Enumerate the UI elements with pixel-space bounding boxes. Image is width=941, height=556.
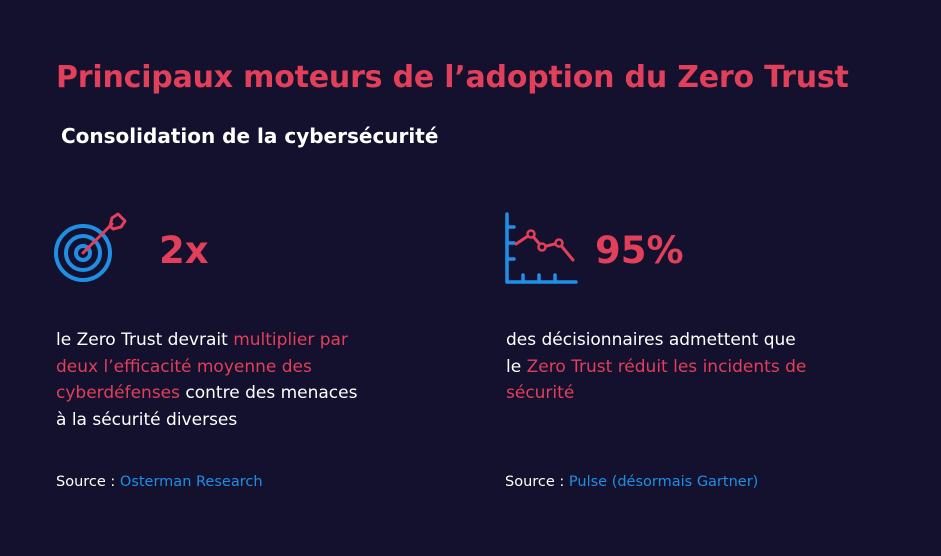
page-subtitle: Consolidation de la cybersécurité <box>61 124 439 148</box>
stat-value-95-percent: 95% <box>595 229 684 272</box>
stat-value-2x: 2x <box>159 229 209 272</box>
desc-highlight: sécurité <box>506 383 575 403</box>
desc-text: le <box>506 356 527 377</box>
source-label: Source : <box>56 474 120 490</box>
source-label: Source : <box>505 474 569 490</box>
source-left: Source : Osterman Research <box>56 474 263 490</box>
desc-highlight: multiplier par <box>233 330 348 350</box>
stat-description-right: des décisionnaires admettent que le Zero… <box>506 327 846 407</box>
desc-highlight: cyberdéfenses <box>56 383 180 403</box>
desc-text: le Zero Trust devrait <box>56 330 234 350</box>
desc-highlight: Zero Trust réduit les incidents de <box>526 356 807 377</box>
source-link-pulse[interactable]: Pulse (désormais Gartner) <box>568 474 759 490</box>
source-right: Source : Pulse (désormais Gartner) <box>505 474 758 490</box>
desc-text: des décisionnaires admettent que <box>506 330 796 350</box>
source-link-osterman[interactable]: Osterman Research <box>119 474 263 490</box>
page-title: Principaux moteurs de l’adoption du Zero… <box>56 60 849 95</box>
line-chart-down-icon <box>505 212 578 284</box>
desc-text: contre des menaces <box>180 383 358 403</box>
target-icon <box>54 212 127 282</box>
desc-highlight: deux l’efficacité moyenne des <box>56 356 312 377</box>
desc-text: à la sécurité diverses <box>56 409 238 430</box>
stat-description-left: le Zero Trust devrait multiplier par deu… <box>56 327 396 433</box>
